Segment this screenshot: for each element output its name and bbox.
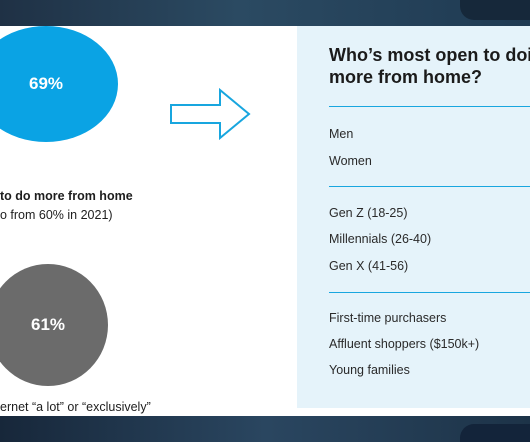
stat-caption-69-line1: to do more from home <box>0 189 133 203</box>
list-item-affluent-shoppers: Affluent shoppers ($150k+) <box>329 337 480 351</box>
stat-value-61: 61% <box>30 315 66 334</box>
stat-caption-69-line2: o from 60% in 2021) <box>0 208 113 222</box>
list-item-first-time-purchasers: First-time purchasers <box>329 311 447 325</box>
panel-title-line2: more from home? <box>329 67 483 87</box>
stat-caption-61-line1: ernet “a lot” or “exclusively” <box>0 400 151 414</box>
divider <box>329 106 530 107</box>
list-item-gen-z: Gen Z (18-25) <box>329 206 408 220</box>
stat-circle-69: 69% <box>0 26 118 142</box>
list-item-women: Women <box>329 154 372 168</box>
list-item-men: Men <box>329 127 354 141</box>
stat-value-69: 69% <box>28 74 64 93</box>
slide: 69% to do more from home o from 60% in 2… <box>0 26 530 416</box>
stat-caption-69: to do more from home o from 60% in 2021) <box>0 187 133 225</box>
stat-circle-61: 61% <box>0 264 108 386</box>
segments-panel: Who’s most open to doi more from home? M… <box>297 26 530 408</box>
list-item-young-families: Young families <box>329 363 410 377</box>
top-frame-corner <box>460 0 530 20</box>
divider <box>329 186 530 187</box>
bottom-frame-corner <box>460 424 530 442</box>
divider <box>329 292 530 293</box>
panel-title-line1: Who’s most open to doi <box>329 45 530 65</box>
top-frame-bar <box>0 0 530 26</box>
list-item-millennials: Millennials (26-40) <box>329 232 432 246</box>
list-item-gen-x: Gen X (41-56) <box>329 259 409 273</box>
bottom-frame-bar <box>0 416 530 442</box>
panel-title: Who’s most open to doi more from home? <box>329 44 530 88</box>
stat-caption-61: ernet “a lot” or “exclusively” <box>0 398 151 417</box>
arrow-right-outline-icon <box>170 88 251 140</box>
